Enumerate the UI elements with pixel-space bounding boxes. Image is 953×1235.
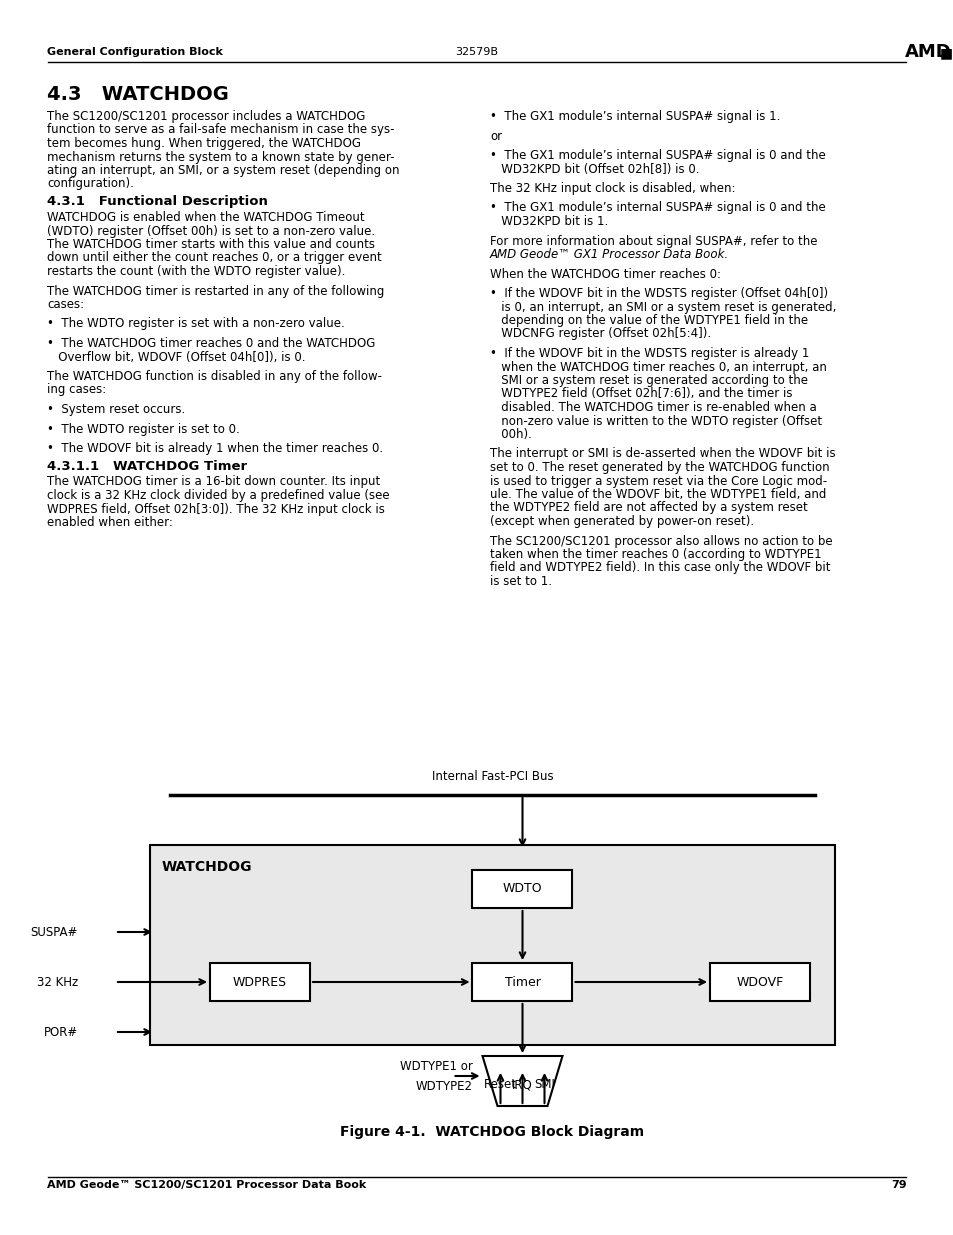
Text: WATCHDOG: WATCHDOG <box>162 860 253 874</box>
Text: The WATCHDOG timer is a 16-bit down counter. Its input: The WATCHDOG timer is a 16-bit down coun… <box>47 475 380 489</box>
Text: SMI or a system reset is generated according to the: SMI or a system reset is generated accor… <box>490 374 807 387</box>
Text: set to 0. The reset generated by the WATCHDOG function: set to 0. The reset generated by the WAT… <box>490 461 829 474</box>
Text: The WATCHDOG timer starts with this value and counts: The WATCHDOG timer starts with this valu… <box>47 238 375 251</box>
Text: 00h).: 00h). <box>490 429 532 441</box>
Text: WDCNFG register (Offset 02h[5:4]).: WDCNFG register (Offset 02h[5:4]). <box>490 327 710 341</box>
Text: when the WATCHDOG timer reaches 0, an interrupt, an: when the WATCHDOG timer reaches 0, an in… <box>490 361 826 373</box>
Polygon shape <box>482 1056 562 1107</box>
Text: General Configuration Block: General Configuration Block <box>47 47 223 57</box>
Text: •  The WATCHDOG timer reaches 0 and the WATCHDOG: • The WATCHDOG timer reaches 0 and the W… <box>47 337 375 350</box>
Text: 32 KHz: 32 KHz <box>37 976 78 988</box>
Text: is 0, an interrupt, an SMI or a system reset is generated,: is 0, an interrupt, an SMI or a system r… <box>490 300 836 314</box>
Text: clock is a 32 KHz clock divided by a predefined value (see: clock is a 32 KHz clock divided by a pre… <box>47 489 389 501</box>
Text: 32579B: 32579B <box>455 47 498 57</box>
Text: disabled. The WATCHDOG timer is re-enabled when a: disabled. The WATCHDOG timer is re-enabl… <box>490 401 816 414</box>
Text: AMD Geode™ SC1200/SC1201 Processor Data Book: AMD Geode™ SC1200/SC1201 Processor Data … <box>47 1179 366 1191</box>
Bar <box>709 963 809 1002</box>
Text: (WDTO) register (Offset 00h) is set to a non-zero value.: (WDTO) register (Offset 00h) is set to a… <box>47 225 375 237</box>
Text: enabled when either:: enabled when either: <box>47 516 172 529</box>
Text: ule. The value of the WDOVF bit, the WDTYPE1 field, and: ule. The value of the WDOVF bit, the WDT… <box>490 488 825 501</box>
Text: WD32KPD bit (Offset 02h[8]) is 0.: WD32KPD bit (Offset 02h[8]) is 0. <box>490 163 699 175</box>
Text: •  If the WDOVF bit in the WDSTS register is already 1: • If the WDOVF bit in the WDSTS register… <box>490 347 808 359</box>
Text: taken when the timer reaches 0 (according to WDTYPE1: taken when the timer reaches 0 (accordin… <box>490 548 821 561</box>
Text: The WATCHDOG function is disabled in any of the follow-: The WATCHDOG function is disabled in any… <box>47 370 381 383</box>
Text: The SC1200/SC1201 processor includes a WATCHDOG: The SC1200/SC1201 processor includes a W… <box>47 110 365 124</box>
Text: AMD: AMD <box>904 43 951 61</box>
Text: 4.3   WATCHDOG: 4.3 WATCHDOG <box>47 85 229 104</box>
Text: Reset: Reset <box>483 1078 517 1091</box>
Text: WDPRES: WDPRES <box>233 976 287 988</box>
Text: WATCHDOG is enabled when the WATCHDOG Timeout: WATCHDOG is enabled when the WATCHDOG Ti… <box>47 211 364 224</box>
Bar <box>472 963 572 1002</box>
Text: tem becomes hung. When triggered, the WATCHDOG: tem becomes hung. When triggered, the WA… <box>47 137 360 149</box>
Text: 4.3.1   Functional Description: 4.3.1 Functional Description <box>47 195 268 207</box>
Text: The 32 KHz input clock is disabled, when:: The 32 KHz input clock is disabled, when… <box>490 182 735 195</box>
Text: (except when generated by power-on reset).: (except when generated by power-on reset… <box>490 515 753 529</box>
Text: function to serve as a fail-safe mechanism in case the sys-: function to serve as a fail-safe mechani… <box>47 124 395 137</box>
Text: The WATCHDOG timer is restarted in any of the following: The WATCHDOG timer is restarted in any o… <box>47 284 384 298</box>
Text: 79: 79 <box>890 1179 906 1191</box>
Text: The interrupt or SMI is de-asserted when the WDOVF bit is: The interrupt or SMI is de-asserted when… <box>490 447 835 461</box>
Text: •  The WDTO register is set to 0.: • The WDTO register is set to 0. <box>47 422 239 436</box>
Text: POR#: POR# <box>44 1025 78 1039</box>
Text: ating an interrupt, an SMI, or a system reset (depending on: ating an interrupt, an SMI, or a system … <box>47 164 399 177</box>
Text: Overflow bit, WDOVF (Offset 04h[0]), is 0.: Overflow bit, WDOVF (Offset 04h[0]), is … <box>47 351 305 363</box>
Text: For more information about signal SUSPA#, refer to the: For more information about signal SUSPA#… <box>490 235 817 247</box>
Text: •  The WDOVF bit is already 1 when the timer reaches 0.: • The WDOVF bit is already 1 when the ti… <box>47 442 383 454</box>
Text: ■: ■ <box>939 46 952 61</box>
Text: SUSPA#: SUSPA# <box>30 925 78 939</box>
Text: ing cases:: ing cases: <box>47 384 106 396</box>
Text: IRQ: IRQ <box>512 1078 533 1091</box>
Text: WDOVF: WDOVF <box>736 976 782 988</box>
Text: or: or <box>490 130 501 142</box>
Text: field and WDTYPE2 field). In this case only the WDOVF bit: field and WDTYPE2 field). In this case o… <box>490 562 830 574</box>
Text: SMI: SMI <box>534 1078 555 1091</box>
Text: WDPRES field, Offset 02h[3:0]). The 32 KHz input clock is: WDPRES field, Offset 02h[3:0]). The 32 K… <box>47 503 384 515</box>
Text: is set to 1.: is set to 1. <box>490 576 552 588</box>
Text: is used to trigger a system reset via the Core Logic mod-: is used to trigger a system reset via th… <box>490 474 826 488</box>
Text: restarts the count (with the WDTO register value).: restarts the count (with the WDTO regist… <box>47 266 345 278</box>
Text: WDTYPE1 or: WDTYPE1 or <box>399 1060 472 1072</box>
Text: the WDTYPE2 field are not affected by a system reset: the WDTYPE2 field are not affected by a … <box>490 501 807 515</box>
Text: WD32KPD bit is 1.: WD32KPD bit is 1. <box>490 215 608 228</box>
Text: Timer: Timer <box>504 976 539 988</box>
Text: •  If the WDOVF bit in the WDSTS register (Offset 04h[0]): • If the WDOVF bit in the WDSTS register… <box>490 287 827 300</box>
Text: AMD Geode™ GX1 Processor Data Book.: AMD Geode™ GX1 Processor Data Book. <box>490 248 728 261</box>
Bar <box>210 963 310 1002</box>
Bar <box>472 869 572 908</box>
Text: The SC1200/SC1201 processor also allows no action to be: The SC1200/SC1201 processor also allows … <box>490 535 832 547</box>
Text: WDTO: WDTO <box>502 883 541 895</box>
Text: configuration).: configuration). <box>47 178 133 190</box>
Text: •  System reset occurs.: • System reset occurs. <box>47 403 185 416</box>
Text: WDTYPE2 field (Offset 02h[7:6]), and the timer is: WDTYPE2 field (Offset 02h[7:6]), and the… <box>490 388 792 400</box>
Text: cases:: cases: <box>47 298 84 311</box>
Text: non-zero value is written to the WDTO register (Offset: non-zero value is written to the WDTO re… <box>490 415 821 427</box>
Text: mechanism returns the system to a known state by gener-: mechanism returns the system to a known … <box>47 151 395 163</box>
Text: 4.3.1.1   WATCHDOG Timer: 4.3.1.1 WATCHDOG Timer <box>47 459 247 473</box>
Text: •  The GX1 module’s internal SUSPA# signal is 0 and the: • The GX1 module’s internal SUSPA# signa… <box>490 201 825 215</box>
Text: WDTYPE2: WDTYPE2 <box>416 1079 472 1093</box>
Text: depending on the value of the WDTYPE1 field in the: depending on the value of the WDTYPE1 fi… <box>490 314 807 327</box>
Text: •  The WDTO register is set with a non-zero value.: • The WDTO register is set with a non-ze… <box>47 317 344 331</box>
Text: •  The GX1 module’s internal SUSPA# signal is 1.: • The GX1 module’s internal SUSPA# signa… <box>490 110 780 124</box>
Text: •  The GX1 module’s internal SUSPA# signal is 0 and the: • The GX1 module’s internal SUSPA# signa… <box>490 149 825 162</box>
Text: down until either the count reaches 0, or a trigger event: down until either the count reaches 0, o… <box>47 252 381 264</box>
Text: When the WATCHDOG timer reaches 0:: When the WATCHDOG timer reaches 0: <box>490 268 720 280</box>
Text: Figure 4-1.  WATCHDOG Block Diagram: Figure 4-1. WATCHDOG Block Diagram <box>340 1125 644 1139</box>
FancyBboxPatch shape <box>150 845 834 1045</box>
Text: Internal Fast-PCI Bus: Internal Fast-PCI Bus <box>432 769 553 783</box>
